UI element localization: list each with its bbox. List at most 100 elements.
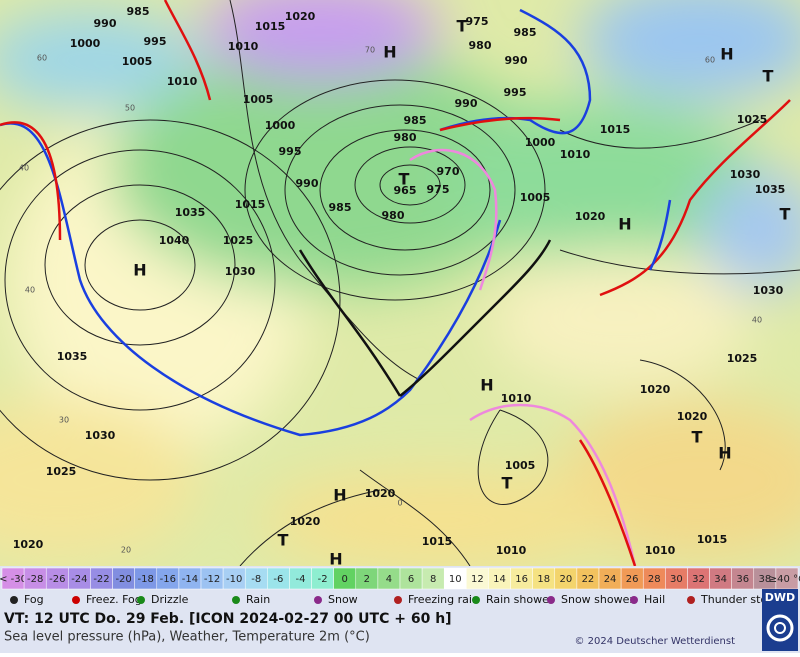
- color-cell-label: -4: [296, 574, 306, 585]
- grid-label: 50: [125, 104, 135, 113]
- pressure-center: H: [133, 261, 146, 280]
- color-cell-label: 26: [626, 574, 639, 585]
- isobars: [0, 0, 800, 566]
- isobar-label: 990: [455, 97, 478, 110]
- isobar-label: 1015: [600, 123, 631, 136]
- color-cell-label: 18: [537, 574, 550, 585]
- logo-text: DWD: [765, 591, 795, 604]
- weather-icon: [394, 596, 402, 604]
- color-cell-label: 32: [692, 574, 705, 585]
- weather-legend-label: Snow shower: [561, 593, 634, 606]
- color-cell-label: < -30: [0, 574, 27, 585]
- weather-legend: Fog Freez. Fog Drizzle Rain Snow Freezing rai…: [10, 593, 782, 606]
- isobar-label: 1025: [46, 465, 77, 478]
- isobar-label: 1015: [235, 198, 266, 211]
- isobar-label: 970: [437, 165, 460, 178]
- valid-time: VT: 12 UTC Do. 29 Feb. [ICON 2024-02-27 …: [4, 611, 452, 627]
- isobar-label: 1010: [167, 75, 198, 88]
- isobar-label: 1030: [753, 284, 784, 297]
- pressure-center: T: [502, 474, 513, 493]
- isobar-label: 980: [469, 39, 492, 52]
- color-cell-label: 14: [493, 574, 506, 585]
- grid-label: 60: [37, 54, 47, 63]
- isobar-label: 1025: [223, 234, 254, 247]
- color-cell-label: -28: [27, 574, 43, 585]
- grid-label: 30: [59, 416, 69, 425]
- color-cell-label: 2: [364, 574, 370, 585]
- isobar-label: 1005: [243, 93, 274, 106]
- fronts: [0, 0, 791, 566]
- color-cell-label: -6: [273, 574, 283, 585]
- color-cell-label: 38: [758, 574, 771, 585]
- color-cell-label: 6: [408, 574, 414, 585]
- pressure-center: H: [329, 550, 342, 569]
- weather-icon: [547, 596, 555, 604]
- color-cell-label: -8: [251, 574, 261, 585]
- isobar-label: 985: [404, 114, 427, 127]
- isobar-label: 1030: [225, 265, 256, 278]
- grid-label: 70: [365, 46, 375, 55]
- color-cell-label: -26: [49, 574, 65, 585]
- color-cell-label: 20: [559, 574, 572, 585]
- weather-icon: [10, 596, 18, 604]
- color-cell-label: 24: [604, 574, 617, 585]
- grid-label: 60: [705, 56, 715, 65]
- color-cell-label: -20: [115, 574, 131, 585]
- weather-legend-label: Freez. Fog: [86, 593, 142, 606]
- color-cell-label: 16: [515, 574, 528, 585]
- isobar-label: 990: [94, 17, 117, 30]
- isobar-label: 1030: [730, 168, 761, 181]
- weather-legend-label: Rain: [246, 593, 270, 606]
- isobar-label: 1035: [175, 206, 206, 219]
- isobar-label: 980: [394, 131, 417, 144]
- isobar-label: 985: [329, 201, 352, 214]
- color-cell-label: -16: [160, 574, 176, 585]
- weather-legend-label: Drizzle: [151, 593, 189, 606]
- pressure-center: H: [383, 43, 396, 62]
- isobar-label: 995: [144, 35, 167, 48]
- pressure-center: T: [399, 170, 410, 189]
- isobar-label: 1005: [505, 459, 536, 472]
- isobar-label: 1005: [520, 191, 551, 204]
- grid-label: 40: [752, 316, 762, 325]
- color-cell-label: 30: [670, 574, 683, 585]
- map: [0, 0, 800, 566]
- color-cell-label: -2: [318, 574, 328, 585]
- color-cell-label: 12: [471, 574, 484, 585]
- isobar-label: 1000: [265, 119, 296, 132]
- isobar-label: 1035: [755, 183, 786, 196]
- isobar-label: 975: [466, 15, 489, 28]
- isobar-label: 980: [382, 209, 405, 222]
- isobar-label: 1030: [85, 429, 116, 442]
- color-cell-label: 8: [430, 574, 436, 585]
- grid-label: 40: [19, 164, 29, 173]
- weather-icon: [137, 596, 145, 604]
- isobar-label: 985: [127, 5, 150, 18]
- weather-legend-label: Thunder storm: [700, 593, 782, 606]
- weather-icon: [472, 596, 480, 604]
- isobar-label: 1020: [285, 10, 316, 23]
- color-cell-label: 22: [582, 574, 595, 585]
- pressure-center: T: [692, 428, 703, 447]
- color-cell-label: -18: [138, 574, 154, 585]
- subtitle: Sea level pressure (hPa), Weather, Tempe…: [4, 630, 370, 645]
- weather-icon: [687, 596, 695, 604]
- color-cell-label: 0: [342, 574, 348, 585]
- pressure-center: H: [618, 215, 631, 234]
- color-cell-label: 28: [648, 574, 661, 585]
- color-cell-label: -10: [226, 574, 242, 585]
- grid-label: 40: [25, 286, 35, 295]
- pressure-center: T: [763, 67, 774, 86]
- isobar-label: 990: [296, 177, 319, 190]
- color-scale: < -30 -28 -26 -24 -22 -20 -18 -16 -14 -12 -10 -8 -6-…: [0, 567, 800, 590]
- isobar-label: 1020: [575, 210, 606, 223]
- isobar-label: 1020: [677, 410, 708, 423]
- pressure-center: H: [333, 486, 346, 505]
- color-cell-label: -14: [182, 574, 198, 585]
- weather-icon: [72, 596, 80, 604]
- weather-icon: [232, 596, 240, 604]
- weather-icon: [314, 596, 322, 604]
- weather-legend-label: Hail: [644, 593, 665, 606]
